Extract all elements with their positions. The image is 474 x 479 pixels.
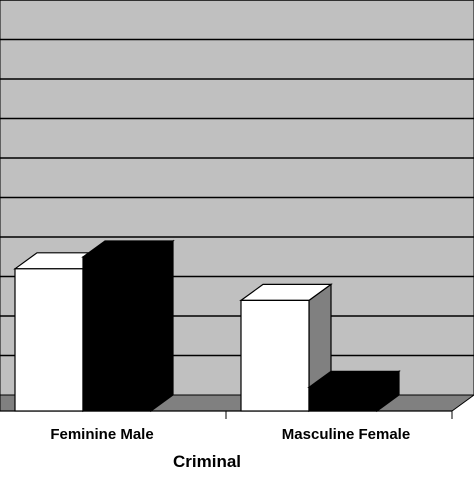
bar-1-2 xyxy=(239,283,333,413)
x-tick-label: Masculine Female xyxy=(282,426,410,443)
bar-front xyxy=(14,268,84,412)
bar-2-1 xyxy=(81,239,175,413)
bar-side xyxy=(150,239,174,413)
bar-front xyxy=(308,386,378,412)
x-axis-title: Criminal xyxy=(173,452,241,471)
bar-2-2 xyxy=(307,370,401,413)
bar-front xyxy=(240,299,310,412)
category-labels: Feminine Male Masculine Female xyxy=(50,426,410,443)
x-tick-label: Feminine Male xyxy=(50,426,153,443)
bar-front xyxy=(82,256,152,412)
bars xyxy=(13,239,401,413)
